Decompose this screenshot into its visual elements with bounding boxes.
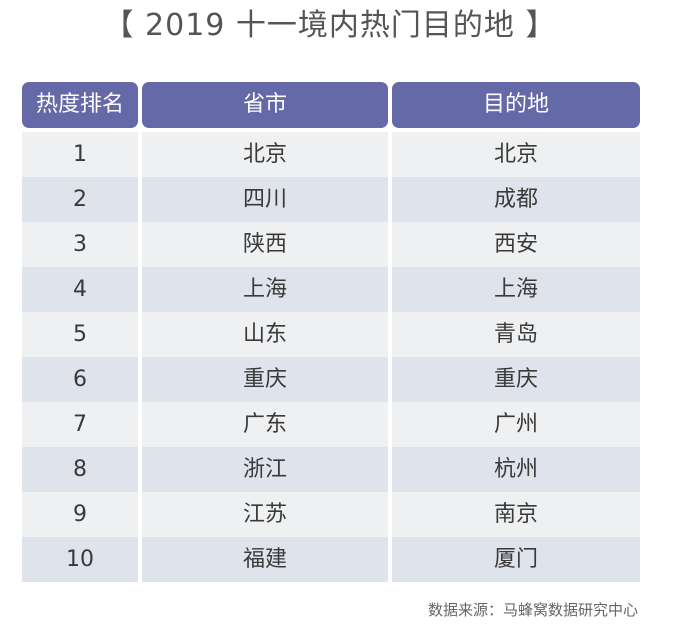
table-row: 4 上海 上海 [22,267,640,312]
header-rank: 热度排名 [22,82,138,128]
rank-cell: 8 [22,447,138,492]
table-row: 1 北京 北京 [22,132,640,177]
province-cell: 陕西 [142,222,388,267]
rank-cell: 5 [22,312,138,357]
destination-cell: 西安 [392,222,640,267]
destination-cell: 广州 [392,402,640,447]
table-row: 8 浙江 杭州 [22,447,640,492]
destination-cell: 厦门 [392,537,640,582]
rank-cell: 9 [22,492,138,537]
table-row: 2 四川 成都 [22,177,640,222]
header-province: 省市 [142,82,388,128]
data-source-note: 数据来源：马蜂窝数据研究中心 [427,601,638,619]
province-cell: 北京 [142,132,388,177]
rank-cell: 10 [22,537,138,582]
page-title: 【 2019 十一境内热门目的地 】 [103,8,557,43]
table-row: 6 重庆 重庆 [22,357,640,402]
table-row: 9 江苏 南京 [22,492,640,537]
destination-cell: 上海 [392,267,640,312]
province-cell: 浙江 [142,447,388,492]
province-cell: 上海 [142,267,388,312]
province-cell: 福建 [142,537,388,582]
province-cell: 山东 [142,312,388,357]
header-destination: 目的地 [392,82,640,128]
destination-cell: 杭州 [392,447,640,492]
destination-cell: 北京 [392,132,640,177]
table-row: 7 广东 广州 [22,402,640,447]
rank-cell: 4 [22,267,138,312]
rank-cell: 6 [22,357,138,402]
rank-cell: 3 [22,222,138,267]
destination-cell: 成都 [392,177,640,222]
rank-cell: 1 [22,132,138,177]
destination-cell: 重庆 [392,357,640,402]
table-row: 10 福建 厦门 [22,537,640,582]
destination-cell: 青岛 [392,312,640,357]
table-row: 3 陕西 西安 [22,222,640,267]
table-row: 5 山东 青岛 [22,312,640,357]
province-cell: 四川 [142,177,388,222]
rank-cell: 7 [22,402,138,447]
province-cell: 重庆 [142,357,388,402]
rank-cell: 2 [22,177,138,222]
province-cell: 广东 [142,402,388,447]
province-cell: 江苏 [142,492,388,537]
destination-cell: 南京 [392,492,640,537]
